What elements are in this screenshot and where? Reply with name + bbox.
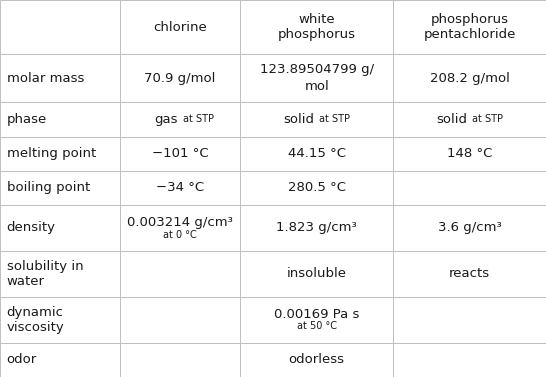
Bar	[240, 343, 393, 377]
Bar	[0, 205, 120, 251]
Text: density: density	[7, 221, 56, 234]
Bar	[393, 297, 546, 343]
Text: phosphorus
pentachloride: phosphorus pentachloride	[423, 13, 516, 41]
Bar	[0, 102, 120, 136]
Text: chlorine: chlorine	[153, 21, 207, 34]
Text: 0.00169 Pa s: 0.00169 Pa s	[274, 308, 359, 321]
Text: phase: phase	[7, 113, 47, 126]
Bar	[120, 171, 240, 205]
Bar	[0, 171, 120, 205]
Bar	[120, 54, 240, 102]
Text: at 50 °C: at 50 °C	[296, 322, 337, 331]
Bar	[240, 171, 393, 205]
Bar	[393, 0, 546, 54]
Bar	[0, 251, 120, 297]
Bar	[0, 136, 120, 171]
Text: 1.823 g/cm³: 1.823 g/cm³	[276, 221, 357, 234]
Text: 44.15 °C: 44.15 °C	[288, 147, 346, 160]
Bar	[240, 0, 393, 54]
Text: white
phosphorus: white phosphorus	[278, 13, 355, 41]
Text: at STP: at STP	[319, 114, 351, 124]
Bar	[240, 205, 393, 251]
Text: 123.89504799 g/: 123.89504799 g/	[259, 63, 374, 76]
Text: solid: solid	[436, 113, 467, 126]
Text: odorless: odorless	[289, 353, 345, 366]
Bar	[120, 205, 240, 251]
Text: melting point: melting point	[7, 147, 96, 160]
Text: 70.9 g/mol: 70.9 g/mol	[145, 72, 216, 85]
Text: 208.2 g/mol: 208.2 g/mol	[430, 72, 509, 85]
Text: at 0 °C: at 0 °C	[163, 230, 197, 239]
Bar	[240, 102, 393, 136]
Text: reacts: reacts	[449, 267, 490, 280]
Text: at STP: at STP	[472, 114, 503, 124]
Bar	[120, 102, 240, 136]
Bar	[393, 205, 546, 251]
Bar	[0, 343, 120, 377]
Text: −34 °C: −34 °C	[156, 181, 204, 195]
Text: dynamic
viscosity: dynamic viscosity	[7, 306, 64, 334]
Text: mol: mol	[304, 80, 329, 93]
Text: odor: odor	[7, 353, 37, 366]
Bar	[120, 251, 240, 297]
Bar	[120, 136, 240, 171]
Bar	[393, 171, 546, 205]
Bar	[393, 54, 546, 102]
Bar	[120, 0, 240, 54]
Text: boiling point: boiling point	[7, 181, 90, 195]
Text: 0.003214 g/cm³: 0.003214 g/cm³	[127, 216, 233, 229]
Bar	[393, 136, 546, 171]
Text: solubility in
water: solubility in water	[7, 260, 83, 288]
Bar	[393, 102, 546, 136]
Text: insoluble: insoluble	[287, 267, 347, 280]
Text: 3.6 g/cm³: 3.6 g/cm³	[438, 221, 501, 234]
Bar	[240, 54, 393, 102]
Text: 280.5 °C: 280.5 °C	[288, 181, 346, 195]
Bar	[240, 136, 393, 171]
Text: 148 °C: 148 °C	[447, 147, 492, 160]
Bar	[120, 297, 240, 343]
Bar	[393, 251, 546, 297]
Bar	[0, 0, 120, 54]
Bar	[0, 297, 120, 343]
Text: −101 °C: −101 °C	[152, 147, 209, 160]
Bar	[240, 297, 393, 343]
Bar	[0, 54, 120, 102]
Text: molar mass: molar mass	[7, 72, 84, 85]
Bar	[120, 343, 240, 377]
Text: at STP: at STP	[183, 114, 214, 124]
Text: gas: gas	[154, 113, 177, 126]
Bar	[240, 251, 393, 297]
Text: solid: solid	[283, 113, 314, 126]
Bar	[393, 343, 546, 377]
